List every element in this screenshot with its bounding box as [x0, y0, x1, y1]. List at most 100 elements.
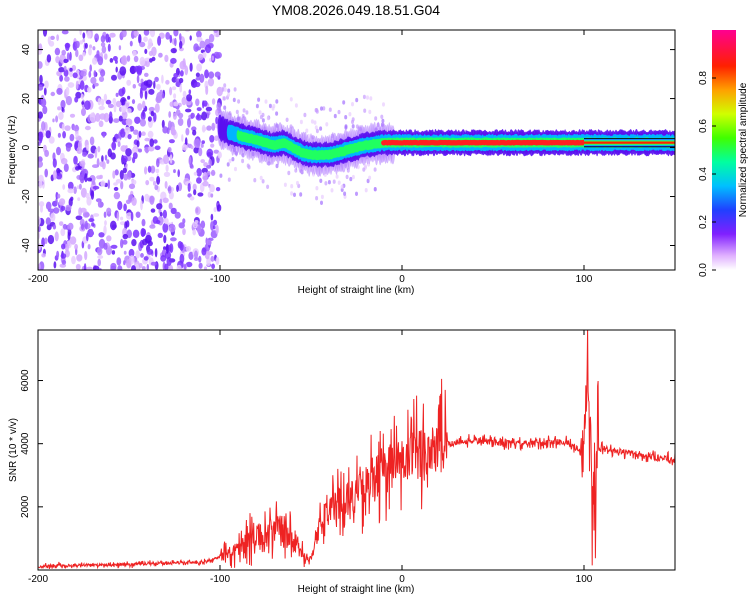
- heatmap-noise-blob: [110, 244, 118, 249]
- heatmap-noise-blob: [162, 209, 167, 219]
- heatmap-noise-blob: [60, 228, 66, 237]
- heatmap-noise-blob: [38, 111, 43, 119]
- heatmap-noise-blob: [120, 216, 124, 221]
- heatmap-noise-blob: [79, 30, 82, 36]
- heatmap-noise-blob: [38, 174, 44, 182]
- heatmap-scatter-blob: [275, 99, 279, 104]
- heatmap-noise-blob: [52, 158, 57, 168]
- heatmap-noise-blob: [194, 138, 201, 149]
- heatmap-noise-blob: [57, 106, 62, 111]
- heatmap-noise-blob: [61, 259, 67, 265]
- heatmap-noise-blob: [156, 158, 160, 168]
- heatmap-noise-blob: [174, 37, 177, 47]
- heatmap-noise-blob: [92, 185, 100, 190]
- heatmap-noise-blob: [94, 82, 99, 87]
- heatmap-scatter-blob: [275, 111, 279, 116]
- heatmap-noise-blob: [111, 74, 117, 81]
- heatmap-noise-blob: [207, 77, 215, 87]
- heatmap-noise-blob: [47, 208, 55, 213]
- heatmap-noise-blob: [211, 98, 216, 105]
- heatmap-scatter-blob: [363, 108, 367, 113]
- heatmap-noise-blob: [115, 100, 122, 108]
- heatmap-noise-blob: [148, 106, 155, 112]
- heatmap-noise-blob: [72, 72, 78, 79]
- heatmap-scatter-blob: [289, 97, 293, 102]
- heatmap-scatter-blob: [223, 83, 227, 88]
- heatmap-noise-blob: [196, 167, 202, 177]
- heatmap-scatter-blob: [315, 128, 319, 134]
- heatmap-noise-blob: [40, 205, 43, 213]
- heatmap-noise-blob: [202, 51, 207, 59]
- heatmap-noise-blob: [65, 144, 71, 152]
- heatmap-noise-blob: [154, 184, 159, 191]
- heatmap-noise-blob: [125, 145, 128, 149]
- heatmap-noise-region: [38, 30, 223, 270]
- heatmap-scatter-blob: [381, 118, 385, 124]
- colorbar-tick-label: 0.4: [698, 167, 709, 181]
- heatmap-noise-blob: [206, 148, 214, 158]
- heatmap-noise-blob: [125, 212, 133, 220]
- heatmap-noise-blob: [107, 43, 111, 52]
- heatmap-noise-blob: [76, 254, 83, 262]
- heatmap-noise-blob: [77, 197, 81, 202]
- heatmap-noise-blob: [99, 174, 103, 179]
- heatmap-noise-blob: [131, 99, 136, 105]
- heatmap-scatter-blob: [340, 184, 344, 190]
- heatmap-noise-blob: [174, 211, 181, 219]
- heatmap-noise-blob: [139, 56, 146, 66]
- heatmap-noise-blob: [173, 169, 176, 174]
- heatmap-scatter-blob: [245, 110, 249, 115]
- heatmap-noise-blob: [204, 69, 209, 79]
- heatmap-noise-blob: [106, 207, 112, 215]
- heatmap-noise-blob: [57, 132, 62, 138]
- heatmap-noise-blob: [85, 192, 90, 199]
- heatmap-scatter-blob: [232, 97, 236, 103]
- heatmap-scatter-blob: [233, 87, 237, 92]
- heatmap-scatter-blob: [315, 108, 319, 113]
- colorbar-tick-label: 0.8: [698, 71, 709, 85]
- heatmap-noise-blob: [100, 35, 106, 43]
- heatmap-noise-blob: [61, 243, 66, 250]
- heatmap-scatter-blob: [305, 128, 309, 133]
- heatmap-noise-blob: [148, 50, 153, 57]
- heatmap-scatter-blob: [328, 107, 332, 112]
- heatmap-noise-blob: [126, 55, 131, 62]
- heatmap-scatter-blob: [264, 99, 268, 104]
- heatmap-noise-blob: [179, 60, 187, 70]
- heatmap-noise-blob: [55, 197, 58, 206]
- heatmap-noise-blob: [149, 224, 156, 229]
- heatmap-noise-blob: [208, 33, 215, 43]
- heatmap-noise-blob: [179, 40, 183, 49]
- heatmap-noise-blob: [97, 56, 104, 66]
- top-x-tick-label: -100: [210, 274, 230, 285]
- heatmap-noise-blob: [201, 140, 205, 145]
- heatmap-scatter-blob: [293, 192, 296, 197]
- heatmap-noise-blob: [104, 53, 108, 60]
- heatmap-noise-blob: [157, 35, 162, 46]
- heatmap-scatter-blob: [261, 118, 265, 123]
- heatmap-noise-blob: [213, 207, 217, 213]
- heatmap-noise-blob: [169, 101, 175, 107]
- heatmap-noise-blob: [119, 66, 127, 76]
- heatmap-noise-blob: [69, 71, 73, 78]
- heatmap-scatter-blob: [237, 99, 241, 104]
- heatmap-noise-blob: [138, 130, 142, 138]
- heatmap-noise-blob: [106, 235, 112, 242]
- heatmap-noise-blob: [74, 243, 78, 250]
- heatmap-noise-blob: [177, 118, 184, 126]
- heatmap-noise-blob: [56, 87, 63, 95]
- heatmap-noise-blob: [168, 111, 172, 118]
- heatmap-scatter-blob: [275, 163, 279, 169]
- heatmap-scatter-blob: [234, 166, 237, 172]
- heatmap-scatter-blob: [257, 97, 261, 102]
- heatmap-noise-blob: [210, 143, 215, 148]
- heatmap-noise-blob: [155, 219, 161, 225]
- heatmap-noise-blob: [54, 47, 61, 56]
- heatmap-scatter-blob: [320, 200, 323, 205]
- colorbar-tick-label: 0.0: [698, 263, 709, 277]
- heatmap-noise-blob: [171, 86, 177, 91]
- heatmap-noise-blob: [39, 134, 43, 144]
- heatmap-noise-blob: [61, 107, 64, 112]
- heatmap-noise-blob: [143, 30, 150, 36]
- heatmap-noise-blob: [136, 140, 140, 148]
